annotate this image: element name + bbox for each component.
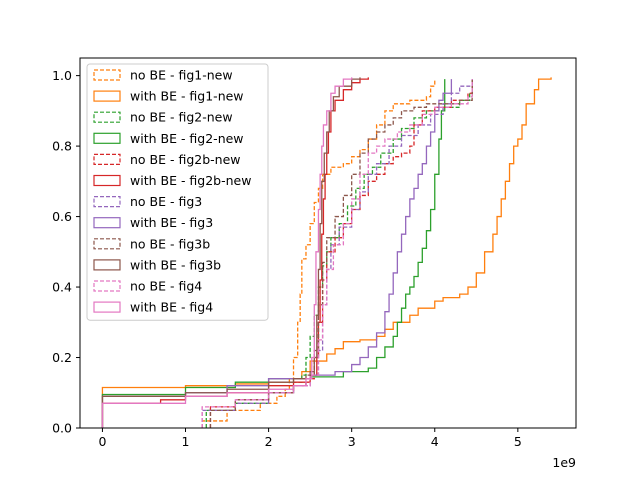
series-line-9 xyxy=(101,77,361,428)
series-line-1 xyxy=(101,77,552,428)
y-tick-label-3: 0.6 xyxy=(52,209,72,224)
legend-swatch-5 xyxy=(93,174,121,187)
legend-swatch-4 xyxy=(93,153,121,165)
axes-frame xyxy=(79,57,577,429)
x-tick-label-2: 2 xyxy=(265,434,273,449)
series-line-11 xyxy=(101,77,353,428)
x-tick-label-5: 5 xyxy=(514,434,522,449)
legend-label-2: no BE - fig2-new xyxy=(130,110,233,125)
y-tick-label-0: 0.0 xyxy=(52,421,72,436)
legend-swatch-10 xyxy=(93,280,121,292)
legend: no BE - fig1-new with BE - fig1-new no BE … xyxy=(86,63,269,321)
legend-label-0: no BE - fig1-new xyxy=(130,68,233,83)
legend-label-6: no BE - fig3 xyxy=(130,194,202,209)
legend-label-11: with BE - fig4 xyxy=(130,300,213,315)
legend-label-1: with BE - fig1-new xyxy=(130,89,244,104)
y-tick-label-4: 0.8 xyxy=(52,139,72,154)
legend-label-3: with BE - fig2-new xyxy=(130,131,244,146)
legend-swatch-6 xyxy=(93,196,121,208)
legend-swatch-8 xyxy=(93,238,121,250)
x-tick-label-0: 0 xyxy=(98,434,106,449)
legend-swatch-2 xyxy=(93,111,121,123)
legend-label-9: with BE - fig3b xyxy=(130,257,221,272)
x-axis-offset-label: 1e9 xyxy=(552,455,576,470)
legend-label-5: with BE - fig2b-new xyxy=(130,173,251,188)
x-tick-label-3: 3 xyxy=(348,434,356,449)
legend-swatch-1 xyxy=(93,90,121,102)
legend-label-10: no BE - fig4 xyxy=(130,279,202,294)
legend-swatch-7 xyxy=(93,217,121,229)
series-layer xyxy=(101,77,552,428)
y-tick-label-1: 0.2 xyxy=(52,350,72,365)
legend-swatch-9 xyxy=(93,259,121,271)
legend-swatch-3 xyxy=(93,132,121,144)
y-tick-label-2: 0.4 xyxy=(52,280,72,295)
legend-swatch-11 xyxy=(93,301,121,313)
series-line-6 xyxy=(201,79,473,428)
x-tick-label-4: 4 xyxy=(431,434,439,449)
legend-frame xyxy=(86,63,269,321)
x-tick-label-1: 1 xyxy=(182,434,190,449)
legend-label-8: no BE - fig3b xyxy=(130,236,210,251)
series-line-0 xyxy=(201,79,436,428)
y-tick-label-5: 1.0 xyxy=(52,68,72,83)
legend-label-7: with BE - fig3 xyxy=(130,215,213,230)
legend-label-4: no BE - fig2b-new xyxy=(130,152,241,167)
legend-swatch-0 xyxy=(93,69,121,81)
axis-layer: 0 1 2 3 4 5 0.0 0.2 0.4 0.6 0.8 1.0 xyxy=(52,68,522,449)
